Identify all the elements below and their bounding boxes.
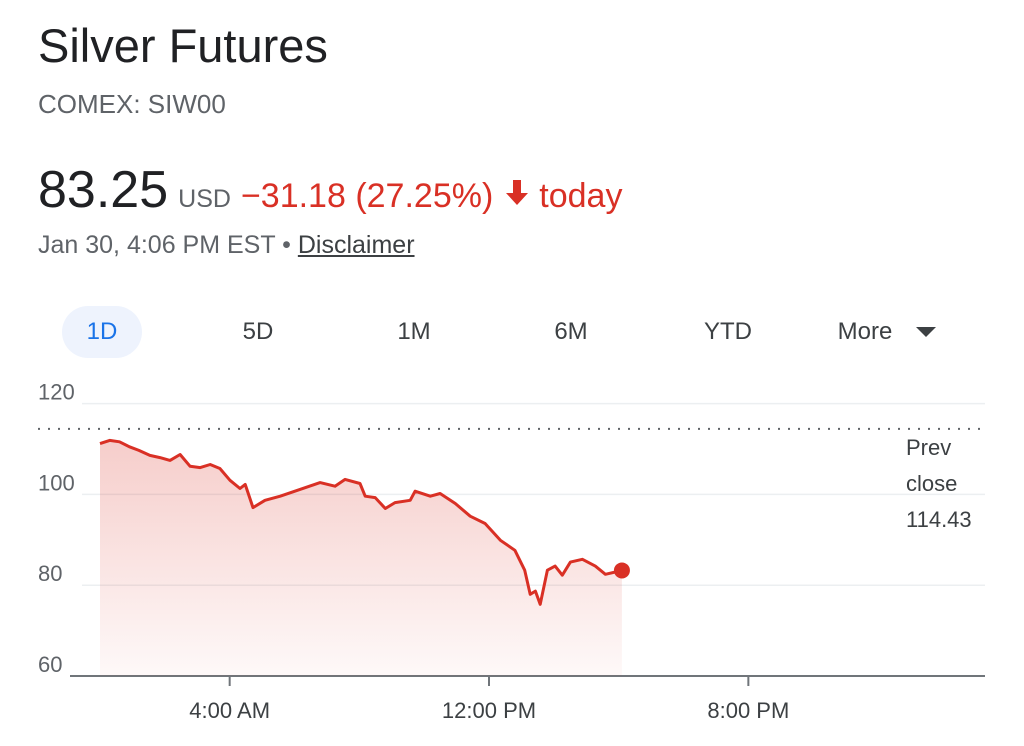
area [100,440,622,676]
tab[interactable]: 1M [397,318,431,345]
subtitle: COMEX: SIW00 [38,89,226,119]
disclaimer-link[interactable]: Disclaimer [297,231,415,259]
title: Silver Futures [38,19,328,72]
tab[interactable]: 6M [554,318,588,345]
tab[interactable]: 5D [242,318,274,345]
down-arrow [506,180,529,205]
tab[interactable]: 1D [62,306,142,358]
price-row: 83.25 USD −31.18 (27.25%) today [38,160,622,220]
change-period: today [539,177,623,215]
timestamp-row: Jan 30, 4:06 PM EST • Disclaimer [38,231,415,260]
x-tick-label: 8:00 PM [707,698,789,723]
x-tick-label: 4:00 AM [189,698,270,723]
y-tick-label: 100 [38,470,75,495]
last-point [613,562,630,579]
dropdown-icon[interactable] [914,325,938,339]
prev-close-value: 114.43 [906,507,972,532]
timestamp: Jan 30, 4:06 PM EST [38,231,276,259]
change: −31.18 (27.25%) [240,177,494,215]
separator: • [282,231,291,259]
currency: USD [178,185,231,213]
price-line [99,438,623,606]
price: 83.25 [38,161,169,219]
prev-close-label: Prev close [906,435,957,496]
tab[interactable]: More [837,318,893,345]
tab[interactable]: YTD [704,318,752,345]
x-tick-label: 12:00 PM [442,698,536,723]
y-tick-label: 120 [38,380,75,405]
y-tick-label: 60 [38,652,62,677]
y-tick-label: 80 [38,561,62,586]
